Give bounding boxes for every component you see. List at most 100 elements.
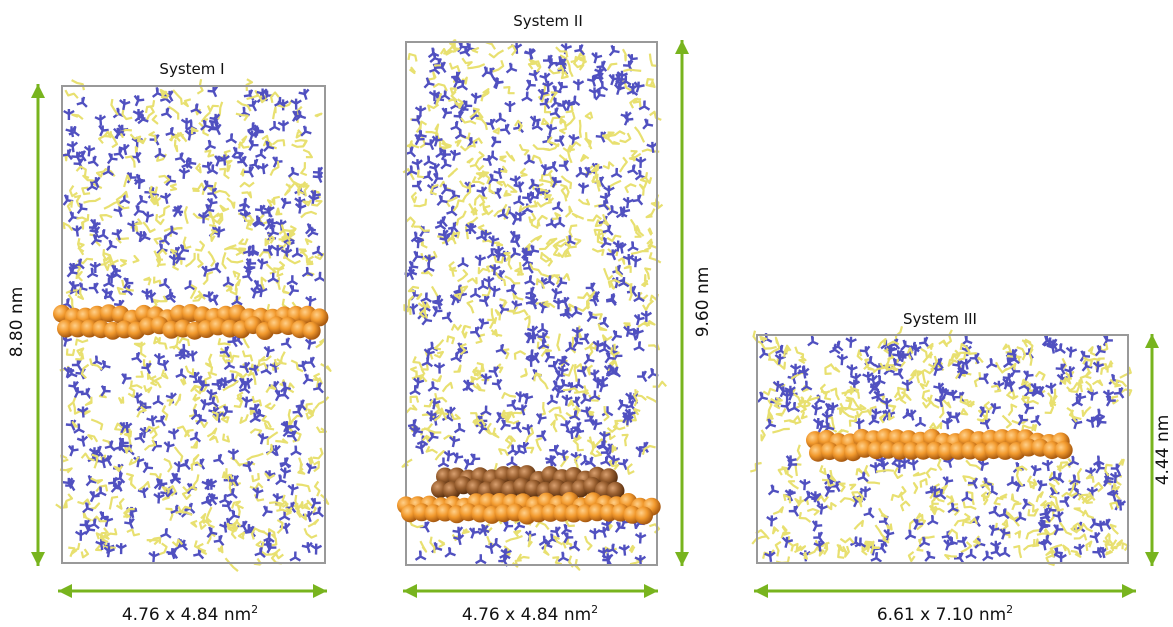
solvent-a	[227, 258, 243, 263]
solvent-a	[119, 397, 123, 404]
solvent-a	[1109, 362, 1113, 368]
solvent-a	[1083, 407, 1091, 416]
solvent-b	[264, 346, 274, 357]
solvent-b	[574, 45, 584, 55]
solvent-b	[437, 195, 447, 205]
solvent-a	[266, 403, 275, 409]
solvent-b	[85, 145, 95, 156]
solvent-a	[247, 454, 264, 461]
solvent-a	[111, 99, 118, 115]
solvent-a	[298, 469, 304, 474]
solvent-b	[808, 336, 818, 346]
solvent-b	[164, 441, 174, 452]
solvent-b	[598, 381, 608, 392]
solvent-b	[633, 195, 643, 205]
solvent-a	[449, 168, 458, 176]
solvent-a	[304, 502, 310, 509]
solvent-a	[1024, 539, 1035, 550]
solvent-a	[914, 483, 918, 494]
solvent-b	[636, 533, 646, 544]
solvent-b	[592, 52, 602, 63]
solvent-a	[185, 206, 188, 223]
solvent-b	[160, 193, 170, 204]
solvent-b	[423, 171, 433, 181]
solvent-a	[821, 392, 831, 400]
solvent-a	[804, 553, 807, 559]
solvent-b	[547, 124, 557, 135]
solvent-a	[623, 70, 641, 72]
solvent-b	[315, 272, 325, 281]
solvent-a	[1088, 347, 1096, 355]
solvent-b	[98, 457, 108, 468]
solvent-a	[64, 223, 73, 230]
solvent-a	[148, 374, 156, 380]
solvent-b	[991, 541, 1001, 552]
solvent-b	[637, 371, 646, 381]
solvent-b	[636, 157, 646, 168]
solvent-a	[648, 229, 652, 235]
solvent-a	[175, 140, 177, 152]
solvent-a	[175, 395, 180, 406]
solvent-b	[147, 415, 157, 426]
solvent-b	[159, 360, 169, 371]
solvent-a	[276, 209, 282, 215]
solvent-b	[989, 506, 999, 516]
area-sup: 2	[251, 603, 258, 616]
solvent-a	[630, 546, 635, 552]
solvent-a	[625, 266, 631, 273]
solvent-b	[263, 245, 272, 255]
solvent-b	[287, 275, 297, 284]
solvent-a	[473, 48, 479, 52]
solvent-b	[527, 80, 536, 90]
solvent-a	[268, 432, 278, 445]
solvent-b	[282, 198, 292, 209]
solvent-a	[226, 558, 239, 571]
solvent-a	[406, 405, 416, 413]
solvent-b	[223, 277, 233, 286]
solvent-b	[451, 150, 461, 161]
solvent-a	[91, 420, 102, 431]
solvent-b	[869, 415, 879, 425]
solvent-a	[549, 408, 561, 414]
solvent-b	[522, 92, 532, 101]
solvent-a	[909, 552, 915, 561]
solvent-a	[1007, 395, 1018, 400]
solvent-a	[991, 386, 1000, 392]
solvent-a	[825, 365, 831, 374]
solvent-a	[647, 209, 655, 217]
solvent-a	[506, 151, 514, 160]
solvent-a	[1106, 551, 1112, 555]
solvent-b	[301, 126, 311, 136]
solvent-a	[183, 99, 191, 106]
solvent-a	[477, 384, 485, 390]
solvent-b	[296, 203, 306, 214]
title: System II	[513, 12, 583, 30]
area-label: 6.61 x 7.10 nm2	[877, 603, 1013, 625]
solvent-b	[1024, 371, 1034, 382]
solvent-a	[784, 495, 790, 503]
solvent-b	[537, 414, 547, 425]
solvent-b	[155, 353, 165, 364]
solvent-a	[508, 307, 518, 312]
solvent-b	[915, 417, 925, 426]
solvent-a	[424, 428, 441, 432]
solvent-b	[288, 484, 298, 495]
solvent-a	[458, 270, 468, 282]
solvent-a	[127, 530, 140, 536]
solvent-a	[515, 351, 526, 359]
solvent-b	[504, 521, 513, 531]
solvent-a	[901, 389, 906, 403]
solvent-b	[413, 251, 423, 261]
solvent-b	[525, 49, 535, 60]
solvent-a	[520, 144, 529, 155]
solvent-a	[587, 216, 601, 221]
solvent-a	[457, 211, 466, 226]
solvent-a	[620, 157, 627, 172]
solvent-a	[191, 521, 197, 527]
solvent-a	[266, 239, 269, 245]
solvent-a	[1093, 380, 1103, 385]
height-label: 9.60 nm	[693, 267, 713, 338]
solvent-a	[136, 147, 137, 153]
solvent-a	[260, 252, 271, 258]
solvent-b	[611, 168, 621, 177]
